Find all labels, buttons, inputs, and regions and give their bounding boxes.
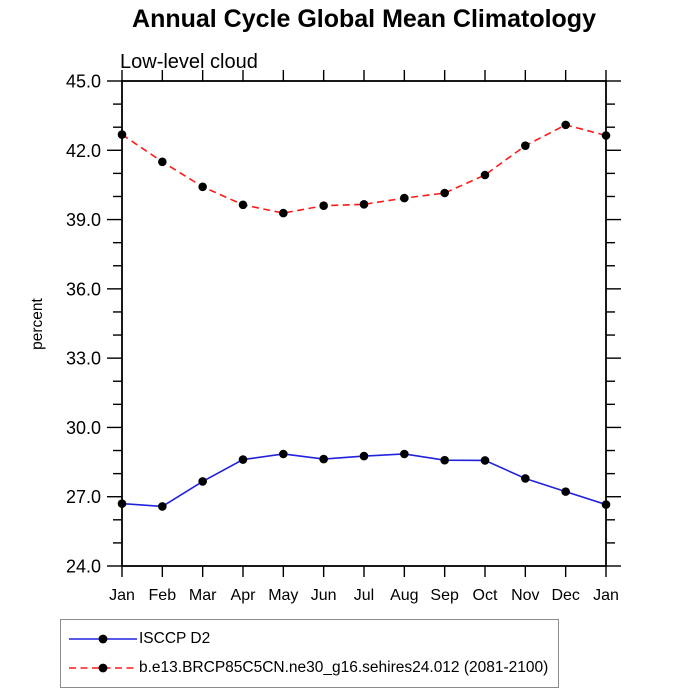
data-point-marker [601, 500, 611, 509]
data-point-marker [359, 200, 369, 209]
data-point-marker [440, 455, 449, 465]
y-tick-label: 36.0 [66, 279, 101, 299]
x-tick-label: Jul [354, 587, 374, 604]
series-line [121, 453, 607, 508]
x-tick-label: Apr [231, 587, 257, 604]
data-point-marker [198, 182, 207, 192]
y-tick-label: 33.0 [66, 349, 101, 369]
data-point-marker [198, 477, 207, 486]
x-tick-label: Jan [593, 587, 619, 604]
data-point-marker [158, 157, 167, 167]
x-tick-label: Sep [430, 587, 459, 604]
data-point-marker [480, 456, 490, 465]
data-point-marker [440, 188, 449, 198]
y-tick-label: 24.0 [66, 557, 101, 577]
legend-label: b.e13.BRCP85C5CN.ne30_g16.sehires24.012 … [139, 658, 549, 676]
x-tick-label: Dec [551, 587, 579, 604]
data-point-marker [400, 193, 409, 203]
data-point-marker [601, 131, 611, 140]
data-point-marker [521, 141, 530, 150]
legend-marker-dot [98, 663, 108, 672]
plot-frame [121, 80, 607, 567]
data-point-marker [400, 449, 409, 459]
x-tick-label: Feb [149, 587, 177, 604]
data-point-marker [521, 474, 530, 483]
x-tick-label: Jun [311, 587, 337, 604]
x-tick-label: Jan [109, 587, 135, 604]
data-point-marker [561, 120, 570, 130]
data-point-marker [480, 170, 490, 180]
legend-marker-dot [98, 634, 108, 643]
data-point-marker [319, 454, 328, 464]
x-tick-label: Nov [511, 587, 539, 604]
legend: ISCCP D2 b.e13.BRCP85C5CN.ne30_g16.sehir… [60, 619, 560, 688]
legend-label: ISCCP D2 [139, 629, 211, 647]
data-point-marker [279, 449, 288, 459]
legend-line-sample [69, 663, 137, 672]
data-point-marker [158, 502, 167, 511]
data-point-marker [117, 130, 127, 139]
data-point-marker [359, 451, 369, 461]
data-point-marker [238, 200, 248, 210]
series-line [121, 124, 607, 214]
y-tick-label: 27.0 [66, 487, 101, 507]
data-point-marker [561, 487, 570, 496]
legend-row: ISCCP D2 [69, 624, 548, 653]
legend-line-sample [69, 634, 137, 643]
x-tick-label: May [268, 587, 298, 604]
data-point-marker [319, 201, 328, 211]
x-tick-label: Mar [189, 587, 217, 604]
legend-row: b.e13.BRCP85C5CN.ne30_g16.sehires24.012 … [69, 653, 548, 682]
x-tick-label: Aug [390, 587, 418, 604]
y-tick-label: 45.0 [66, 72, 101, 92]
chart-subtitle: Low-level cloud [120, 51, 258, 73]
y-tick-label: 39.0 [66, 210, 101, 230]
chart-title: Annual Cycle Global Mean Climatology [132, 5, 596, 33]
data-point-marker [117, 499, 127, 508]
data-point-marker [238, 455, 248, 464]
y-tick-label: 42.0 [66, 141, 101, 161]
y-tick-label: 30.0 [66, 418, 101, 438]
x-tick-label: Oct [473, 587, 498, 604]
data-point-marker [279, 208, 288, 218]
